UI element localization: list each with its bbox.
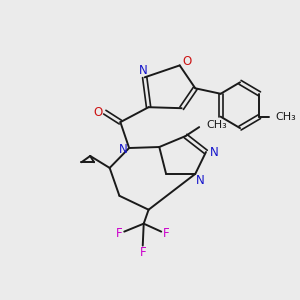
Text: CH₃: CH₃: [206, 120, 227, 130]
Text: CH₃: CH₃: [275, 112, 296, 122]
Text: F: F: [163, 227, 169, 240]
Text: F: F: [116, 227, 123, 240]
Text: O: O: [93, 106, 103, 119]
Text: N: N: [139, 64, 148, 77]
Text: O: O: [182, 55, 191, 68]
Text: N: N: [119, 142, 128, 155]
Text: N: N: [196, 174, 205, 188]
Text: N: N: [209, 146, 218, 160]
Text: F: F: [140, 246, 146, 259]
